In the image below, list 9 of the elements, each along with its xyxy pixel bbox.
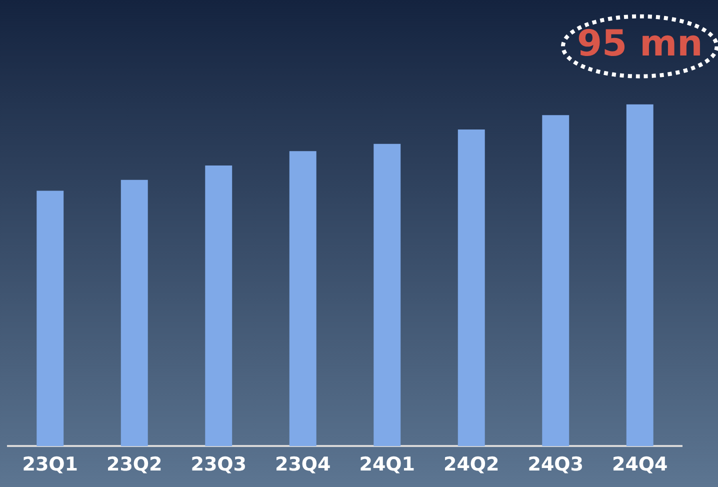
x-tick-label: 23Q2: [106, 454, 162, 476]
x-tick-label: 24Q3: [528, 454, 584, 476]
x-tick-label: 23Q4: [274, 454, 331, 476]
data-label: 95 mn: [576, 24, 703, 65]
x-tick-label: 23Q3: [190, 454, 247, 476]
x-tick-label: 24Q4: [612, 454, 668, 476]
x-tick-label: 24Q2: [443, 454, 500, 476]
x-tick-label: 24Q1: [359, 454, 416, 476]
x-tick-label: 23Q1: [22, 454, 78, 476]
